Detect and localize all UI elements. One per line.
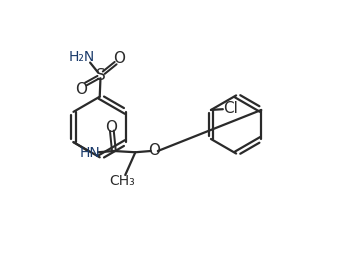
Text: S: S: [96, 68, 106, 83]
Text: O: O: [75, 82, 87, 97]
Text: Cl: Cl: [223, 101, 238, 116]
Text: O: O: [148, 143, 160, 158]
Text: O: O: [113, 51, 125, 66]
Text: O: O: [105, 120, 117, 135]
Text: HN: HN: [80, 146, 101, 160]
Text: H₂N: H₂N: [68, 50, 95, 64]
Text: CH₃: CH₃: [110, 173, 135, 187]
